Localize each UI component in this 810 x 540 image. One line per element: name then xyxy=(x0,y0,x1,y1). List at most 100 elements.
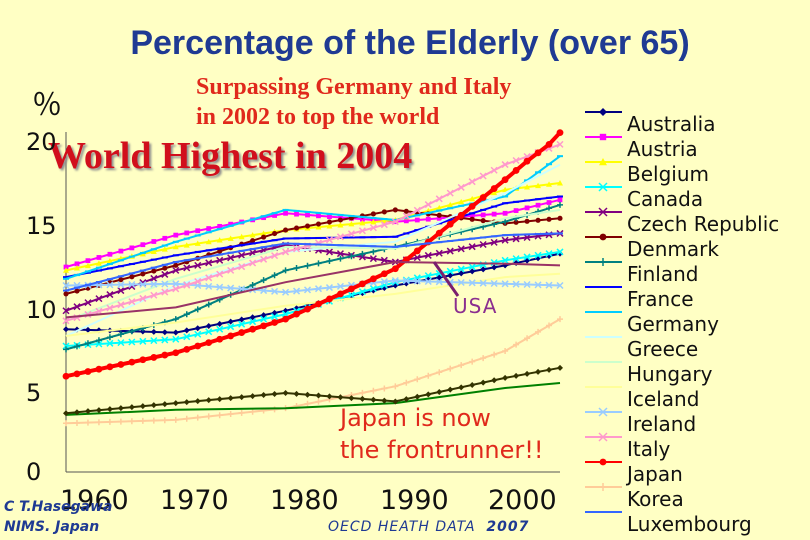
data-point xyxy=(106,339,114,347)
data-point xyxy=(205,397,212,404)
data-point xyxy=(425,216,431,222)
data-point xyxy=(380,256,388,264)
data-point xyxy=(468,178,476,186)
data-point xyxy=(282,288,290,296)
data-point xyxy=(380,278,388,286)
data-point xyxy=(468,263,476,271)
data-point xyxy=(392,383,399,390)
data-point xyxy=(106,334,113,341)
data-point xyxy=(63,346,69,353)
data-point xyxy=(325,236,333,244)
data-point xyxy=(424,251,432,259)
data-point xyxy=(216,283,224,291)
data-point xyxy=(95,337,102,344)
data-point xyxy=(172,335,180,343)
data-point xyxy=(293,310,300,318)
data-point xyxy=(139,417,146,424)
data-point xyxy=(424,201,432,209)
data-point xyxy=(183,311,190,318)
data-point xyxy=(556,281,564,290)
data-point xyxy=(304,400,311,407)
data-point xyxy=(151,268,157,274)
data-point xyxy=(413,277,421,285)
data-point xyxy=(161,288,169,296)
data-point xyxy=(337,255,344,262)
data-point xyxy=(216,396,223,403)
data-point xyxy=(172,349,180,357)
data-point xyxy=(326,223,333,229)
data-point xyxy=(546,205,553,212)
data-point xyxy=(381,218,388,224)
data-point xyxy=(447,272,454,279)
data-point xyxy=(128,328,135,335)
data-point xyxy=(304,305,311,313)
data-point xyxy=(523,280,531,289)
data-point xyxy=(327,214,332,220)
data-point xyxy=(260,392,267,399)
data-point xyxy=(161,417,168,424)
data-point xyxy=(391,218,399,226)
data-point xyxy=(173,232,179,238)
data-point xyxy=(381,209,387,215)
data-point xyxy=(249,318,257,326)
data-point xyxy=(227,284,235,292)
legend-label: Ireland xyxy=(627,412,697,436)
data-point xyxy=(217,248,223,254)
data-point xyxy=(184,230,190,236)
data-point xyxy=(468,279,476,287)
data-point xyxy=(546,200,552,205)
legend-label: Hungary xyxy=(627,362,713,386)
data-point xyxy=(63,291,69,297)
data-point xyxy=(194,261,202,269)
data-point xyxy=(95,419,102,426)
data-point xyxy=(457,278,465,287)
data-point xyxy=(502,348,509,355)
data-point xyxy=(228,221,234,227)
data-point xyxy=(348,395,355,402)
data-point xyxy=(150,328,157,335)
data-point xyxy=(380,221,388,229)
data-point xyxy=(282,390,289,397)
legend-swatch-marker xyxy=(599,233,607,241)
legend-label: Luxembourg xyxy=(627,512,752,536)
data-point xyxy=(84,368,92,375)
data-point xyxy=(183,242,190,248)
data-point xyxy=(436,212,442,218)
data-point xyxy=(73,343,80,350)
data-point xyxy=(271,252,279,260)
data-point xyxy=(513,372,520,379)
data-point xyxy=(392,207,398,213)
data-point xyxy=(380,270,388,278)
data-point xyxy=(392,398,399,405)
data-point xyxy=(326,393,333,400)
data-point xyxy=(436,204,443,211)
data-point xyxy=(447,201,454,208)
y-tick-label: 10 xyxy=(26,296,57,324)
data-point xyxy=(512,235,520,243)
data-point xyxy=(183,345,191,353)
data-point xyxy=(128,358,136,366)
data-point xyxy=(140,271,146,277)
data-point xyxy=(447,365,454,372)
japan-note-line-1: Japan is now xyxy=(340,404,491,432)
data-point xyxy=(403,208,409,214)
legend-label: Germany xyxy=(627,312,719,336)
data-point xyxy=(491,189,498,196)
data-point xyxy=(95,407,102,414)
data-point xyxy=(118,277,124,283)
data-point xyxy=(106,418,113,425)
data-point xyxy=(546,366,553,373)
data-point xyxy=(490,279,498,288)
data-point xyxy=(502,218,509,225)
data-point xyxy=(238,320,246,328)
data-point xyxy=(468,202,476,210)
data-point xyxy=(238,316,245,323)
data-point xyxy=(73,370,81,378)
data-point xyxy=(128,338,136,346)
data-point xyxy=(370,219,377,225)
data-point xyxy=(194,306,201,313)
data-point xyxy=(535,255,542,262)
data-point xyxy=(326,295,333,303)
data-point xyxy=(194,414,201,421)
data-point xyxy=(73,265,80,271)
